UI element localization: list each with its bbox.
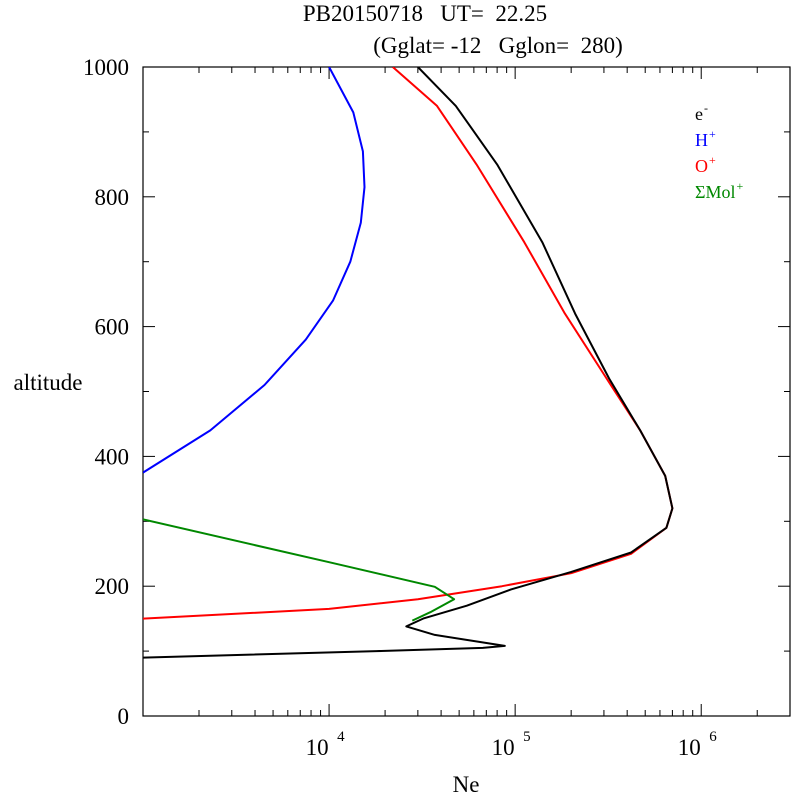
legend-entry: e	[695, 104, 703, 124]
x-tick-label: 10	[492, 735, 515, 760]
y-tick-label: 200	[95, 574, 130, 599]
x-axis-label: Ne	[453, 772, 480, 796]
plot-frame	[142, 66, 791, 717]
title-line-2: (Gglat= -12 Gglon= 280)	[373, 33, 623, 58]
legend-entry-superscript: +	[709, 153, 716, 167]
y-axis-label: altitude	[14, 370, 83, 395]
legend-entry: ΣMol	[695, 182, 735, 202]
x-tick-label: 10	[678, 735, 701, 760]
y-tick-label: 600	[95, 315, 130, 340]
legend-entry: H	[695, 130, 708, 150]
series-line-o	[143, 67, 674, 620]
y-tick-label: 800	[95, 185, 130, 210]
axis-ticks	[142, 66, 791, 717]
plot-border	[142, 66, 791, 717]
y-tick-label: 1000	[83, 55, 129, 80]
legend-entry-superscript: +	[709, 127, 716, 141]
tick-labels: 0 200 400 600 800 1000 10 4 10 5 10 6	[83, 55, 717, 760]
legend-entry: O	[695, 156, 708, 176]
y-tick-label: 0	[118, 704, 130, 729]
legend-entry-superscript: -	[704, 101, 708, 115]
chart-title: PB20150718 UT= 22.25 (Gglat= -12 Gglon= …	[303, 1, 623, 58]
series-line-e	[143, 67, 674, 659]
y-tick-label: 400	[95, 444, 130, 469]
x-tick-label-exponent: 5	[523, 729, 531, 745]
title-line-1: PB20150718 UT= 22.25	[303, 1, 547, 26]
series-line-mol	[143, 518, 456, 622]
series-layer	[143, 67, 674, 659]
x-tick-label-exponent: 6	[709, 729, 717, 745]
x-tick-label: 10	[306, 735, 329, 760]
series-line-h	[143, 67, 366, 474]
x-tick-label-exponent: 4	[337, 729, 345, 745]
legend: e -H +O +ΣMol +	[695, 101, 743, 202]
legend-entry-superscript: +	[736, 179, 743, 193]
